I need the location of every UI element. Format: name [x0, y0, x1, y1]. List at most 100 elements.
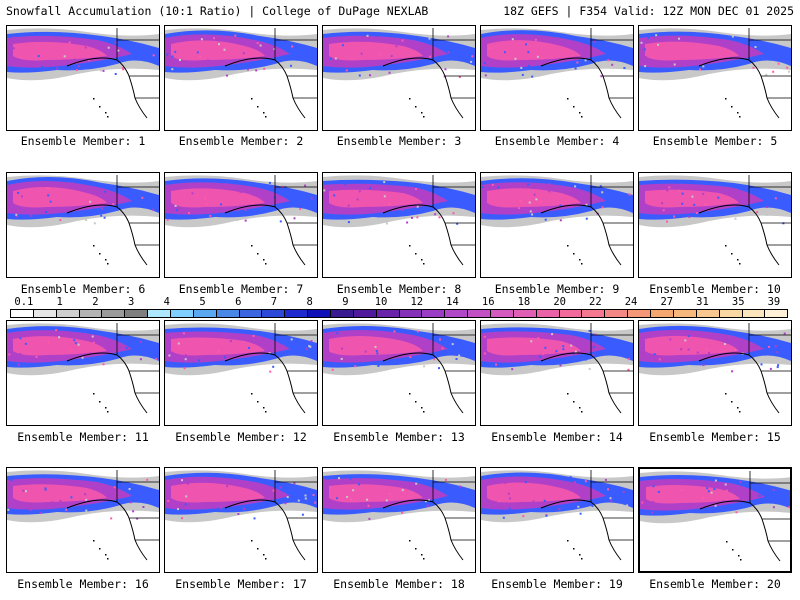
- colorbar-swatch: [148, 310, 172, 317]
- map-panel-14[interactable]: [480, 320, 634, 426]
- panel-label-1: Ensemble Member: 1: [20, 134, 146, 148]
- colorbar-label: 35: [731, 296, 745, 308]
- map-panel-1[interactable]: [6, 25, 160, 131]
- map-panel-17[interactable]: [164, 467, 318, 573]
- snowfall-map: [165, 28, 317, 119]
- map-panel-12[interactable]: [164, 320, 318, 426]
- map-panel-8[interactable]: [322, 172, 476, 278]
- snowfall-map: [323, 323, 475, 414]
- snowfall-map: [481, 470, 633, 561]
- colorbar-swatch: [353, 310, 377, 317]
- colorbar-label: 1: [56, 296, 63, 308]
- panel-label-20: Ensemble Member: 20: [649, 577, 781, 591]
- colorbar-label: 7: [270, 296, 278, 308]
- colorbar-swatch: [536, 310, 560, 317]
- map-panel-19[interactable]: [480, 467, 634, 573]
- colorbar-label: 22: [589, 296, 602, 308]
- colorbar-swatch: [11, 310, 34, 317]
- panel-label-19: Ensemble Member: 19: [491, 577, 623, 591]
- panel-label-14: Ensemble Member: 14: [491, 430, 623, 444]
- panel-label-4: Ensemble Member: 4: [494, 134, 620, 148]
- snowfall-map: [323, 470, 475, 561]
- map-panel-9[interactable]: [480, 172, 634, 278]
- colorbar-label: 3: [127, 296, 135, 308]
- snowfall-map: [165, 470, 317, 561]
- panel-label-7: Ensemble Member: 7: [178, 282, 304, 296]
- colorbar-label: 27: [660, 296, 674, 308]
- colorbar-label: 18: [517, 296, 531, 308]
- map-panel-6[interactable]: [6, 172, 160, 278]
- panel-label-6: Ensemble Member: 6: [20, 282, 146, 296]
- map-panel-18[interactable]: [322, 467, 476, 573]
- colorbar-label: 24: [624, 296, 638, 308]
- colorbar-swatch: [239, 310, 263, 317]
- colorbar-label: 9: [342, 296, 349, 308]
- colorbar-swatch: [651, 310, 674, 317]
- map-panel-15[interactable]: [638, 320, 792, 426]
- colorbar-swatch: [422, 310, 446, 317]
- snowfall-map: [481, 28, 633, 119]
- snowfall-map: [165, 175, 317, 266]
- colorbar-label: 39: [767, 296, 781, 308]
- colorbar-swatch: [285, 310, 309, 317]
- colorbar-swatch: [79, 310, 103, 317]
- map-panel-5[interactable]: [638, 25, 792, 131]
- panel-label-17: Ensemble Member: 17: [175, 577, 307, 591]
- colorbar-swatch: [125, 310, 149, 317]
- map-panel-2[interactable]: [164, 25, 318, 131]
- snowfall-map: [7, 28, 159, 119]
- colorbar-swatch: [331, 310, 354, 317]
- colorbar-swatch: [171, 310, 194, 317]
- map-panel-10[interactable]: [638, 172, 792, 278]
- snowfall-map: [481, 175, 633, 266]
- snowfall-map: [639, 323, 791, 414]
- colorbar-swatch: [33, 310, 57, 317]
- snowfall-map: [639, 28, 791, 119]
- panel-label-16: Ensemble Member: 16: [17, 577, 149, 591]
- colorbar-swatch: [605, 310, 629, 317]
- colorbar-swatch: [376, 310, 400, 317]
- colorbar-label: 4: [163, 296, 170, 308]
- snowfall-map: [7, 323, 159, 414]
- run-info: 18Z GEFS | F354 Valid: 12Z MON DEC 01 20…: [503, 4, 794, 18]
- map-panel-3[interactable]: [322, 25, 476, 131]
- panel-label-3: Ensemble Member: 3: [336, 134, 462, 148]
- colorbar-label: 12: [410, 296, 424, 308]
- colorbar-swatch: [193, 310, 217, 317]
- colorbar-label: 31: [696, 296, 709, 308]
- map-panel-7[interactable]: [164, 172, 318, 278]
- colorbar-swatch: [513, 310, 537, 317]
- map-panel-13[interactable]: [322, 320, 476, 426]
- map-panel-16[interactable]: [6, 467, 160, 573]
- colorbar-label: 5: [199, 296, 206, 308]
- map-title: Snowfall Accumulation (10:1 Ratio) | Col…: [6, 4, 429, 18]
- map-panel-4[interactable]: [480, 25, 634, 131]
- colorbar-swatch: [696, 310, 720, 317]
- map-panel-20[interactable]: [638, 467, 792, 573]
- snowfall-map: [7, 175, 159, 266]
- snowfall-map: [323, 28, 475, 119]
- colorbar-swatch: [742, 310, 766, 317]
- colorbar-label: 14: [446, 296, 459, 308]
- snowfall-map: [165, 323, 317, 414]
- panel-label-12: Ensemble Member: 12: [175, 430, 307, 444]
- colorbar-swatch: [765, 310, 788, 317]
- colorbar-swatch: [673, 310, 697, 317]
- panel-label-13: Ensemble Member: 13: [333, 430, 465, 444]
- panel-label-10: Ensemble Member: 10: [649, 282, 781, 296]
- panel-label-8: Ensemble Member: 8: [336, 282, 462, 296]
- colorbar-swatch: [399, 310, 423, 317]
- panel-label-11: Ensemble Member: 11: [17, 430, 149, 444]
- panel-label-15: Ensemble Member: 15: [649, 430, 781, 444]
- snowfall-colorbar: [10, 309, 788, 318]
- map-panel-11[interactable]: [6, 320, 160, 426]
- snowfall-map: [481, 323, 633, 414]
- snowfall-map: [7, 470, 159, 561]
- colorbar-swatch: [445, 310, 469, 317]
- snowfall-map: [640, 471, 790, 562]
- colorbar-swatch: [491, 310, 514, 317]
- colorbar-label: 6: [235, 296, 242, 308]
- panel-label-5: Ensemble Member: 5: [652, 134, 778, 148]
- panel-label-18: Ensemble Member: 18: [333, 577, 465, 591]
- colorbar-swatch: [582, 310, 606, 317]
